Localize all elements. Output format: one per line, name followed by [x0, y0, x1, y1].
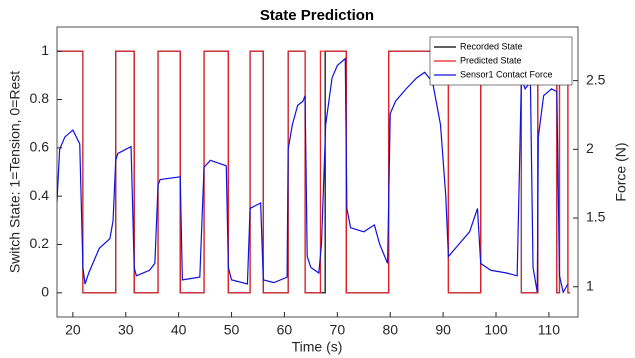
legend-label: Recorded State — [460, 41, 523, 51]
y-tick-label: 0 — [41, 284, 49, 300]
x-tick-label: 40 — [171, 322, 187, 338]
y-tick-label: 0.2 — [30, 235, 50, 251]
x-axis-label: Time (s) — [292, 339, 343, 355]
chart-title: State Prediction — [260, 7, 374, 24]
y2-axis-label: Force (N) — [613, 142, 629, 201]
legend-label: Predicted State — [460, 55, 522, 65]
data-line — [57, 57, 569, 294]
x-tick-label: 90 — [435, 322, 451, 338]
x-tick-label: 100 — [484, 322, 508, 338]
y-tick-label: 0.6 — [30, 139, 50, 155]
x-tick-label: 60 — [277, 322, 293, 338]
x-tick-label: 50 — [224, 322, 240, 338]
x-tick-label: 30 — [118, 322, 134, 338]
y-axis-label: Switch State: 1=Tension, 0=Rest — [7, 71, 23, 273]
legend-box — [429, 36, 573, 86]
y-tick-label: 0.4 — [30, 187, 50, 203]
data-line — [57, 50, 571, 294]
x-tick-label: 80 — [382, 322, 398, 338]
y2-tick-label: 1.5 — [586, 209, 606, 225]
legend-label: Sensor1 Contact Force — [460, 69, 553, 79]
y-tick-label: 0.8 — [30, 90, 50, 106]
y2-tick-label: 2 — [586, 140, 594, 156]
plot-frame — [56, 26, 579, 318]
y-tick-label: 1 — [41, 42, 49, 58]
y2-tick-label: 1 — [586, 277, 594, 293]
x-tick-label: 20 — [65, 322, 81, 338]
x-tick-label: 110 — [538, 322, 561, 338]
x-tick-label: 70 — [330, 322, 346, 338]
y2-tick-label: 2.5 — [586, 71, 606, 87]
